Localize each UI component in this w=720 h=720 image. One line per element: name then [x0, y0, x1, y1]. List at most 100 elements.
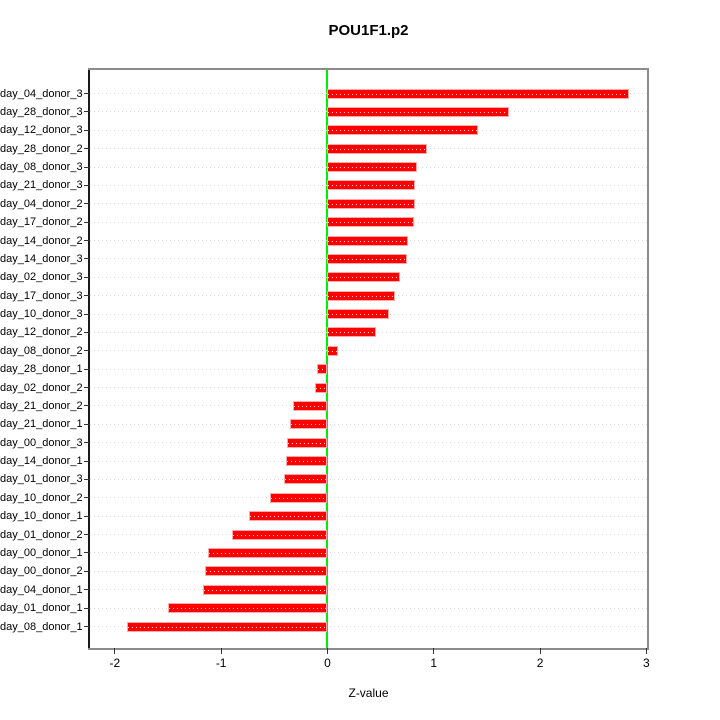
gridline — [90, 515, 647, 517]
y-axis-tick — [84, 295, 90, 297]
bar-grid-dots — [315, 387, 327, 389]
gridline — [90, 626, 647, 627]
x-axis-tick-label: 0 — [324, 656, 331, 670]
y-axis-label-day_12_donor_2: day_12_donor_2 — [0, 326, 83, 339]
bar-day_17_donor_2 — [327, 217, 414, 228]
bar-grid-dots — [232, 534, 327, 536]
gridline — [90, 423, 647, 425]
y-axis-label-day_00_donor_1: day_00_donor_1 — [0, 546, 83, 559]
y-axis-tick — [84, 184, 90, 186]
gridline — [90, 368, 647, 370]
y-axis-label-day_02_donor_3: day_02_donor_3 — [0, 271, 83, 284]
y-axis-tick — [84, 129, 90, 131]
y-axis-tick — [84, 258, 90, 260]
bar-day_01_donor_2 — [231, 529, 328, 540]
bar-grid-dots — [271, 497, 327, 499]
y-axis-tick — [84, 387, 90, 389]
y-axis-tick — [84, 423, 90, 425]
y-axis-label-day_01_donor_3: day_01_donor_3 — [0, 473, 83, 486]
y-axis-tick — [84, 442, 90, 444]
bar-day_08_donor_3 — [327, 162, 417, 173]
y-axis-label-day_14_donor_1: day_14_donor_1 — [0, 455, 83, 468]
y-axis-label-day_02_donor_2: day_02_donor_2 — [0, 381, 83, 394]
y-axis-label-day_14_donor_3: day_14_donor_3 — [0, 252, 83, 265]
y-axis-label-day_01_donor_2: day_01_donor_2 — [0, 528, 83, 541]
bar-day_17_donor_3 — [327, 290, 396, 301]
bar-day_00_donor_2 — [205, 566, 328, 577]
y-axis-tick — [84, 166, 90, 168]
y-axis-tick — [84, 515, 90, 517]
y-axis-label-day_08_donor_1: day_08_donor_1 — [0, 620, 83, 633]
gridline — [90, 570, 647, 572]
bar-day_12_donor_2 — [327, 327, 377, 338]
bar-grid-dots — [328, 277, 399, 279]
bar-grid-dots — [328, 222, 413, 224]
y-axis-label-day_00_donor_3: day_00_donor_3 — [0, 436, 83, 449]
gridline — [90, 607, 647, 609]
bar-grid-dots — [328, 258, 407, 260]
x-axis-tick — [433, 648, 435, 654]
bar-day_28_donor_2 — [327, 143, 428, 154]
bar-day_00_donor_3 — [287, 437, 328, 448]
bar-grid-dots — [127, 626, 327, 628]
y-axis-label-day_04_donor_1: day_04_donor_1 — [0, 583, 83, 596]
y-axis-tick — [84, 240, 90, 242]
bar-grid-dots — [204, 589, 327, 591]
y-axis-label-day_00_donor_2: day_00_donor_2 — [0, 565, 83, 578]
gridline — [90, 460, 647, 462]
bar-day_04_donor_3 — [327, 88, 630, 99]
bar-grid-dots — [328, 130, 478, 132]
bar-day_10_donor_3 — [327, 309, 390, 320]
bar-day_08_donor_1 — [126, 621, 328, 632]
bar-grid-dots — [209, 552, 327, 554]
y-axis-label-day_10_donor_3: day_10_donor_3 — [0, 308, 83, 321]
y-axis-tick — [84, 534, 90, 536]
x-axis-tick — [539, 648, 541, 654]
y-axis-tick — [84, 331, 90, 333]
y-axis-label-day_08_donor_2: day_08_donor_2 — [0, 344, 83, 357]
bar-grid-dots — [328, 240, 408, 242]
x-axis-tick — [114, 648, 116, 654]
bar-grid-dots — [287, 461, 327, 463]
gridline — [90, 534, 647, 536]
bar-grid-dots — [328, 93, 629, 95]
y-axis-label-day_10_donor_1: day_10_donor_1 — [0, 510, 83, 523]
y-axis-tick — [84, 148, 90, 150]
bar-day_28_donor_1 — [316, 364, 328, 375]
bar-day_21_donor_3 — [327, 180, 415, 191]
x-axis-tick — [326, 648, 328, 654]
bar-grid-dots — [328, 167, 416, 169]
plot-area — [88, 68, 649, 650]
y-axis-tick — [84, 313, 90, 315]
x-axis-title: Z-value — [348, 686, 389, 700]
gridline — [90, 478, 647, 480]
bar-grid-dots — [169, 608, 327, 610]
bar-grid-dots — [249, 516, 327, 518]
y-axis-label-day_17_donor_3: day_17_donor_3 — [0, 289, 83, 302]
bar-grid-dots — [284, 479, 327, 481]
bar-day_10_donor_1 — [248, 511, 328, 522]
bar-grid-dots — [328, 148, 427, 150]
y-axis-label-day_14_donor_2: day_14_donor_2 — [0, 234, 83, 247]
bar-grid-dots — [294, 405, 327, 407]
y-axis-tick — [84, 607, 90, 609]
bar-day_14_donor_2 — [327, 235, 409, 246]
y-axis-label-day_17_donor_2: day_17_donor_2 — [0, 216, 83, 229]
y-axis-tick — [84, 497, 90, 499]
bar-grid-dots — [328, 350, 338, 352]
gridline — [90, 497, 647, 499]
y-axis-label-day_04_donor_2: day_04_donor_2 — [0, 197, 83, 210]
x-axis-tick-label: -2 — [109, 656, 121, 670]
bar-grid-dots — [291, 424, 327, 426]
bar-day_14_donor_3 — [327, 253, 408, 264]
y-axis-label-day_01_donor_1: day_01_donor_1 — [0, 602, 83, 615]
bar-day_28_donor_3 — [327, 106, 510, 117]
y-axis-tick — [84, 111, 90, 113]
bar-grid-dots — [206, 571, 327, 573]
bar-day_00_donor_1 — [208, 547, 328, 558]
x-axis-tick-label: 1 — [430, 656, 438, 670]
zero-value-line — [326, 70, 329, 648]
y-axis-tick — [84, 626, 90, 627]
y-axis-label-day_28_donor_1: day_28_donor_1 — [0, 363, 83, 376]
